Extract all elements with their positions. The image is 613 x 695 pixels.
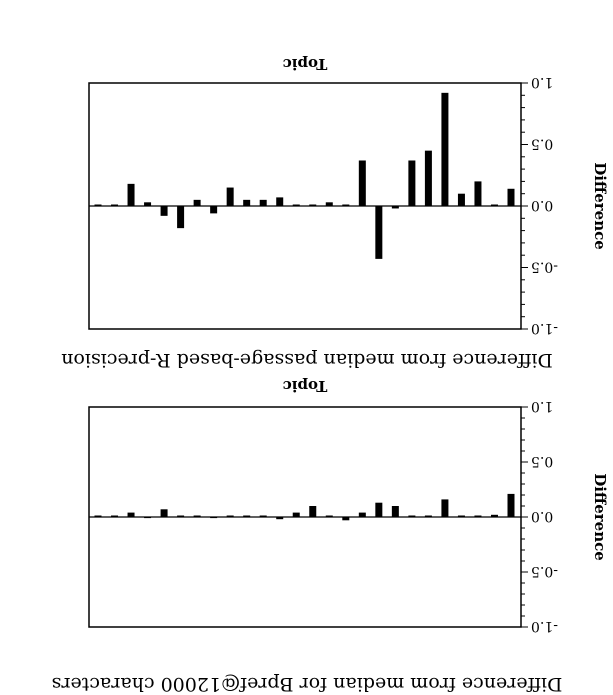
bar — [177, 515, 185, 517]
bar — [325, 202, 333, 206]
y-tick-label: -0.5 — [531, 563, 558, 579]
chart-panel-2: Difference from median for Bpref@12000 c… — [52, 55, 609, 695]
bar — [276, 517, 284, 520]
bar — [441, 92, 449, 206]
y-axis-label: Difference — [591, 162, 609, 250]
bar — [111, 515, 119, 517]
bar — [243, 515, 251, 517]
y-tick-label: 0.5 — [531, 453, 553, 469]
bar — [94, 204, 102, 206]
bar — [259, 515, 267, 517]
bar — [259, 199, 267, 206]
bar — [507, 188, 515, 206]
bar — [490, 514, 498, 517]
bar — [441, 499, 449, 517]
bar — [424, 150, 432, 206]
chart-title: Difference from median passage-based R-p… — [61, 349, 553, 371]
y-axis-label: Difference — [591, 473, 609, 561]
bar — [358, 160, 366, 206]
bar — [358, 512, 366, 517]
bar — [226, 515, 234, 517]
bar — [127, 512, 135, 517]
y-tick-label: 0.0 — [531, 508, 553, 524]
bar — [243, 199, 251, 206]
bar — [342, 204, 350, 206]
y-tick-label: -1.0 — [531, 320, 558, 336]
bar — [391, 506, 399, 517]
bar — [210, 206, 218, 214]
y-tick-label: -0.5 — [531, 259, 558, 275]
bar — [309, 204, 317, 206]
bar — [226, 187, 234, 206]
bar — [160, 206, 168, 216]
bar — [507, 493, 515, 517]
bar — [375, 502, 383, 517]
bar — [408, 160, 416, 206]
y-tick-label: 0.0 — [531, 197, 553, 213]
bar — [490, 204, 498, 206]
bar — [193, 199, 201, 206]
bar — [160, 509, 168, 517]
bar — [325, 515, 333, 517]
bar — [144, 516, 152, 519]
bar — [408, 515, 416, 517]
chart-title: Difference from median for Bpref@12000 c… — [52, 673, 563, 695]
bar — [210, 516, 218, 519]
bar — [177, 206, 185, 229]
x-axis-label: Topic — [283, 377, 328, 395]
bar — [457, 193, 465, 206]
chart-panel-1: Difference from median passage-based R-p… — [61, 349, 609, 634]
bar — [292, 512, 300, 517]
y-tick-label: -1.0 — [531, 618, 558, 634]
x-axis-label: Topic — [283, 55, 328, 73]
bar — [424, 515, 432, 517]
bar — [474, 181, 482, 206]
bar — [457, 515, 465, 517]
bar — [391, 206, 399, 209]
bar — [111, 204, 119, 206]
y-tick-label: 1.0 — [531, 398, 553, 414]
bar — [375, 206, 383, 259]
bar — [342, 517, 350, 521]
bar — [474, 515, 482, 517]
bar — [309, 506, 317, 517]
bar — [127, 183, 135, 206]
bar — [193, 515, 201, 517]
bar — [276, 197, 284, 206]
y-tick-label: 0.5 — [531, 136, 553, 152]
y-tick-label: 1.0 — [531, 74, 553, 90]
bar — [144, 202, 152, 206]
bar — [94, 515, 102, 517]
bar — [292, 204, 300, 206]
